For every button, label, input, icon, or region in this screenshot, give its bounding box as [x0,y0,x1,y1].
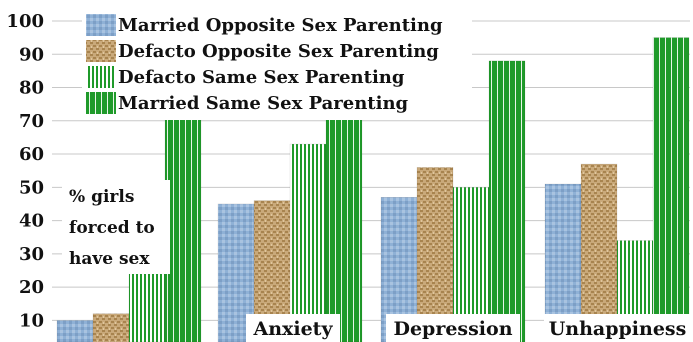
y-tick-label: 10 [19,310,44,331]
category-label-bg [386,314,520,342]
bar-3-2 [289,143,327,342]
legend-label: Married Opposite Sex Parenting [118,15,443,36]
y-tick-label: 50 [19,177,44,198]
category-label-bg [246,314,340,342]
bar-4-2 [325,117,363,342]
bar-4-4 [652,37,690,342]
bar-1-1 [56,320,94,342]
legend-bg [82,8,472,120]
side-note-bg [62,180,170,274]
y-tick-label: 100 [6,11,44,32]
bar-3-1 [128,273,166,342]
y-tick-label: 60 [19,144,44,165]
category-labels: Anxiety Depression Unhappiness [246,314,691,342]
bar-2-4 [580,163,618,342]
bar-4-1 [164,117,202,342]
bar-4-3 [488,60,526,342]
side-note-line: forced to [69,218,155,238]
legend: Married Opposite Sex Parenting Defacto Op… [82,8,472,120]
legend-swatch [86,66,116,88]
category-label: Anxiety [252,318,333,340]
side-note-line: % girls [69,187,134,207]
legend-swatch [86,14,116,36]
bar-2-3 [416,167,454,342]
y-axis: 10 20 30 40 50 60 70 80 90 100 [6,11,44,331]
y-tick-label: 70 [19,111,44,132]
y-tick-label: 80 [19,78,44,99]
category-label: Depression [393,318,512,340]
y-tick-label: 40 [19,211,44,232]
y-tick-label: 30 [19,244,44,265]
category-label: Unhappiness [549,318,687,340]
category-label-bg [544,314,691,342]
y-tick-label: 90 [19,44,44,65]
legend-swatch [86,92,116,114]
side-note-line: have sex [69,249,150,269]
legend-label: Married Same Sex Parenting [118,93,409,114]
y-tick-label: 20 [19,277,44,298]
bar-2-1 [92,313,130,342]
legend-swatch [86,40,116,62]
side-note: % girls forced to have sex [62,180,170,274]
legend-label: Defacto Opposite Sex Parenting [118,41,439,62]
legend-label: Defacto Same Sex Parenting [118,67,405,88]
